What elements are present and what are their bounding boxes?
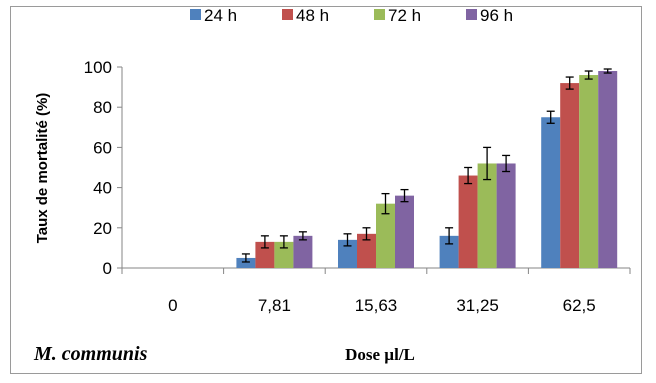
y-tick-label: 100 [84, 58, 112, 77]
legend-label: 24 h [204, 6, 237, 25]
bar [236, 257, 256, 268]
bar [458, 175, 478, 268]
bar [496, 163, 516, 268]
x-tick-label: 31,25 [456, 296, 499, 315]
bar [541, 117, 561, 268]
bars [236, 68, 618, 269]
bar [293, 235, 313, 268]
legend-label: 72 h [388, 6, 421, 25]
legend-swatch [466, 9, 477, 20]
x-tick-label: 0 [168, 296, 177, 315]
chart-frame [10, 6, 642, 374]
bar [274, 241, 294, 268]
legend-swatch [282, 9, 293, 20]
legend: 24 h 48 h 72 h 96 h [190, 6, 513, 25]
y-tick-label: 0 [103, 259, 112, 278]
bar [338, 239, 357, 268]
x-tick-label: 7,81 [258, 296, 291, 315]
bar [560, 83, 580, 268]
bar [395, 195, 414, 268]
legend-label: 48 h [296, 6, 329, 25]
bar [357, 233, 376, 268]
y-ticks: 0 20 40 60 80 100 [84, 58, 122, 278]
bar [376, 203, 395, 268]
y-tick-label: 40 [93, 179, 112, 198]
legend-swatch [190, 9, 201, 20]
x-tick-label: 15,63 [355, 296, 398, 315]
bar [439, 235, 459, 268]
x-axis-label: Dose µl/L [345, 345, 415, 364]
x-ticks: 0 7,81 15,63 31,25 62,5 [121, 268, 631, 315]
y-axis-label: Taux de mortalité (%) [34, 93, 51, 244]
bar [477, 163, 497, 268]
y-tick-label: 20 [93, 219, 112, 238]
bar [598, 71, 618, 269]
legend-swatch [374, 9, 385, 20]
bar [255, 241, 275, 268]
x-tick-label: 62,5 [563, 296, 596, 315]
species-annotation: M. communis [33, 343, 148, 365]
y-tick-label: 60 [93, 138, 112, 157]
legend-label: 96 h [480, 6, 513, 25]
y-tick-label: 80 [93, 98, 112, 117]
bar [579, 75, 599, 268]
